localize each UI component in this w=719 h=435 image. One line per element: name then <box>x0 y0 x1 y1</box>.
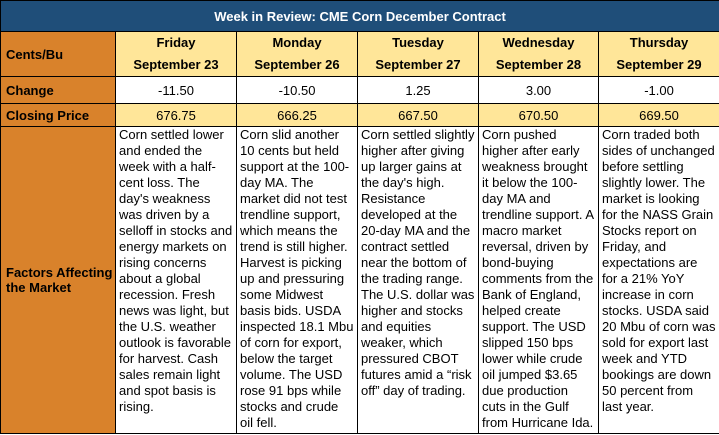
closing-value-friday: 676.75 <box>115 103 237 127</box>
day-name: Friday <box>156 35 196 50</box>
day-name: Wednesday <box>502 35 575 50</box>
table-title: Week in Review: CME Corn December Contra… <box>0 0 719 32</box>
change-value-wednesday: 3.00 <box>478 76 599 104</box>
factors-text-wednesday: Corn pushed higher after early weakness … <box>478 126 599 434</box>
day-date: September 26 <box>254 57 340 72</box>
day-name: Tuesday <box>392 35 444 50</box>
change-label: Change <box>0 76 116 104</box>
units-label: Cents/Bu <box>0 31 116 77</box>
day-header-tuesday: Tuesday September 27 <box>357 31 479 77</box>
day-date: September 28 <box>495 57 582 72</box>
day-date: September 23 <box>133 57 219 72</box>
factors-text-tuesday: Corn settled slightly higher after givin… <box>357 126 479 434</box>
day-header-friday: Friday September 23 <box>115 31 237 77</box>
day-name: Thursday <box>629 35 689 50</box>
closing-label: Closing Price <box>0 103 116 127</box>
closing-row: Closing Price 676.75 666.25 667.50 670.5… <box>0 103 719 127</box>
factors-label: Factors Affecting the Market <box>0 126 116 434</box>
change-value-monday: -10.50 <box>236 76 358 104</box>
header-row: Cents/Bu Friday September 23 Monday Septem… <box>0 31 719 77</box>
factors-text-friday: Corn settled lower and ended the week wi… <box>115 126 237 434</box>
closing-value-monday: 666.25 <box>236 103 358 127</box>
day-header-wednesday: Wednesday September 28 <box>478 31 599 77</box>
day-name: Monday <box>272 35 322 50</box>
change-value-tuesday: 1.25 <box>357 76 479 104</box>
day-date: September 29 <box>616 57 702 72</box>
closing-value-wednesday: 670.50 <box>478 103 599 127</box>
factors-text-thursday: Corn traded both sides of unchanged befo… <box>597 126 719 434</box>
factors-text-monday: Corn slid another 10 cents but held supp… <box>236 126 358 434</box>
closing-value-thursday: 669.50 <box>597 103 719 127</box>
factors-row: Factors Affecting the Market Corn settle… <box>0 126 719 434</box>
change-value-friday: -11.50 <box>115 76 237 104</box>
closing-value-tuesday: 667.50 <box>357 103 479 127</box>
title-row: Week in Review: CME Corn December Contra… <box>0 0 719 32</box>
change-row: Change -11.50 -10.50 1.25 3.00 -1.00 <box>0 76 719 104</box>
day-header-monday: Monday September 26 <box>236 31 358 77</box>
day-header-thursday: Thursday September 29 <box>597 31 719 77</box>
change-value-thursday: -1.00 <box>597 76 719 104</box>
day-date: September 27 <box>375 57 461 72</box>
